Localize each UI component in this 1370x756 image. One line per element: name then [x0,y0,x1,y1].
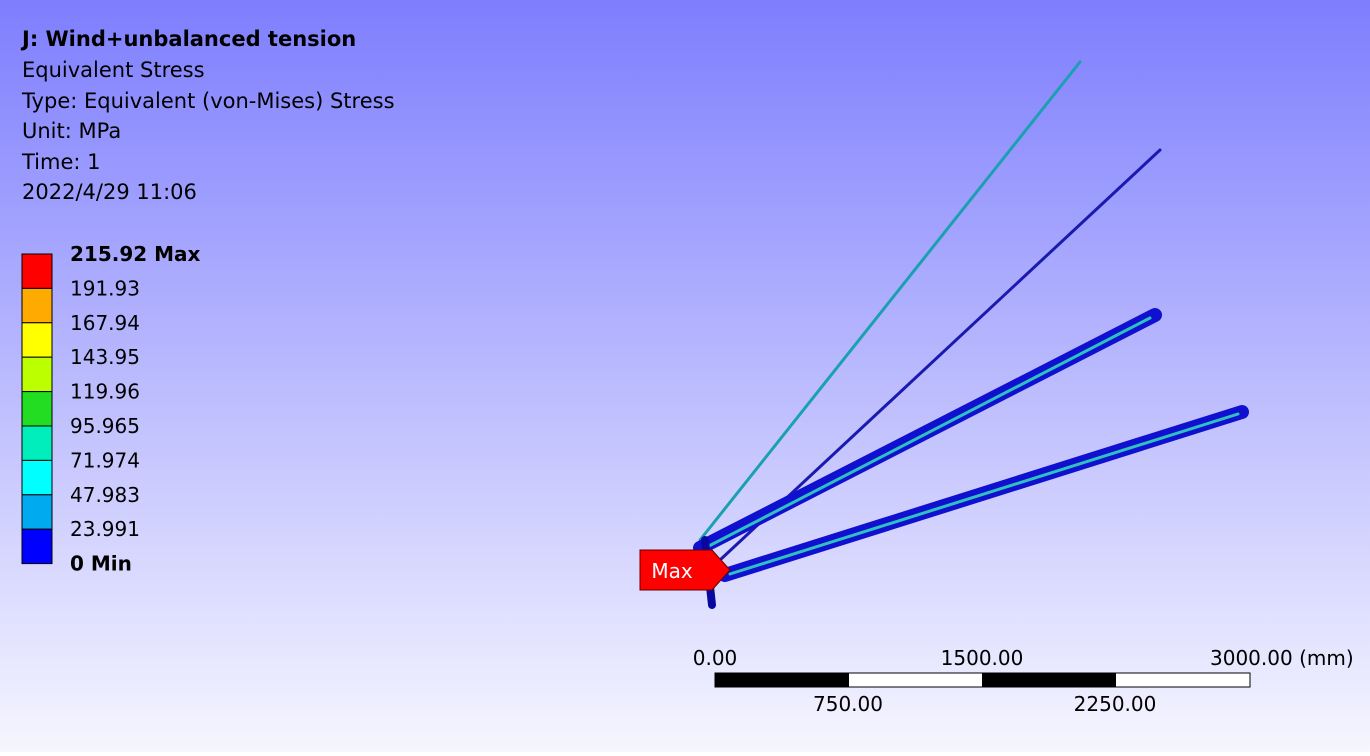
probe: Max [639,549,731,591]
date: 2022/4/29 11:06 [22,180,197,204]
scale-label: 1500.00 [941,646,1024,670]
scale-bar: 0.00 1500.00 3000.00 (mm) 750.00 2250.00 [693,646,1354,716]
legend-swatch [21,391,53,427]
legend-swatch [21,287,53,324]
legend-swatch [21,459,53,496]
probe-label: Max [651,559,693,583]
legend-label: 71.974 [70,448,140,472]
cable [718,148,1162,562]
legend-swatch [21,356,53,393]
legend-label: 167.94 [70,311,140,335]
legend-swatch [21,425,53,461]
arm-detail [728,412,1240,576]
scale-label: 2250.00 [1074,692,1157,716]
legend-label: 143.95 [70,345,140,369]
header: J: Wind+unbalanced tension Equivalent St… [20,27,395,204]
legend-label: 95.965 [70,414,140,438]
legend-label: 23.991 [70,517,140,541]
legend-swatch [21,528,53,565]
arm-detail [703,316,1152,550]
legend-swatch [21,322,53,358]
scale-label: 0.00 [693,646,738,670]
legend-swatch [21,253,53,289]
scale-segment [982,673,1116,687]
legend-label: 215.92 Max [70,242,201,266]
legend-label: 0 Min [70,552,132,576]
probe-box [639,549,731,591]
result-name: Equivalent Stress [22,58,205,82]
unit: Unit: MPa [22,119,121,143]
time: Time: 1 [21,150,101,174]
legend-label: 47.983 [70,483,140,507]
legend-swatch [21,494,53,530]
result-type: Type: Equivalent (von-Mises) Stress [21,89,395,113]
cable [698,60,1082,542]
scale-label: 750.00 [813,692,883,716]
title: J: Wind+unbalanced tension [20,27,356,51]
scale-segment [715,673,849,687]
model [693,60,1249,609]
scale-label: 3000.00 (mm) [1210,646,1354,670]
legend: 215.92 Max 191.93 167.94 143.95 119.96 95.965… [21,242,201,576]
legend-label: 119.96 [70,380,140,404]
legend-label: 191.93 [70,276,140,300]
